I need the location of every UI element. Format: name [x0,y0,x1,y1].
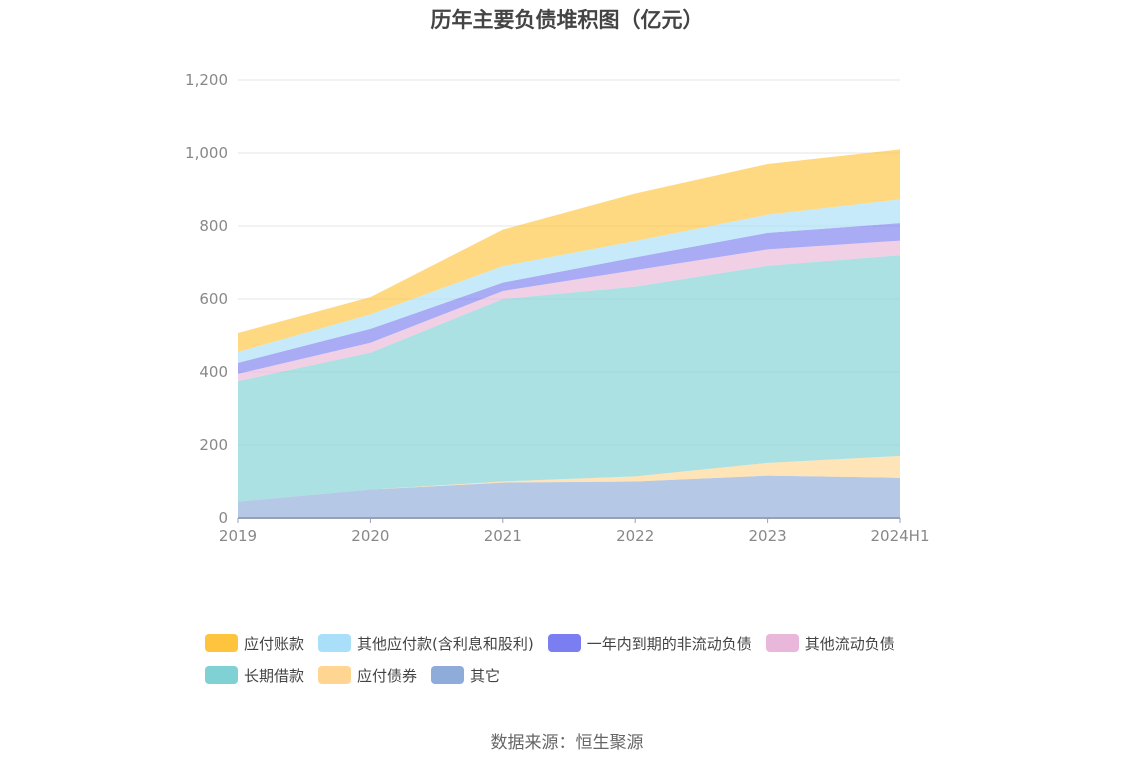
axes: 0 200 400 600 800 1,000 1,200 2019 2020 2021 2022 2… [185,71,929,545]
area-series-4 [238,223,900,374]
legend-swatch [765,634,799,652]
y-tick-label: 800 [199,217,228,235]
stacked-area-chart: 0 200 400 600 800 1,000 1,200 2019 2020 2021 2022 2… [185,71,929,545]
legend-label: 一年内到期的非流动负债 [586,634,752,653]
chart-title: 历年主要负债堆积图（亿元） [430,8,704,32]
data-source: 数据来源：恒生聚源 [490,733,644,753]
y-tick-label: 400 [199,363,228,381]
legend-label: 其他应付款(含利息和股利) [357,634,534,653]
y-tick-label: 600 [199,290,228,308]
legend-item[interactable]: 其他流动负债 [765,632,895,654]
legend-item[interactable]: 应付债券 [318,664,417,686]
x-tick-label: 2021 [484,527,522,545]
legend-label: 其他流动负债 [804,634,895,653]
legend-label: 应付账款 [244,634,305,653]
legend-swatch [205,666,238,684]
legend-swatch [318,634,352,652]
x-tick-label: 2022 [616,527,654,545]
area-series-3 [238,240,900,382]
x-tick-label: 2019 [219,527,257,545]
legend-item[interactable]: 其他应付款(含利息和股利) [318,632,534,654]
area-series-2 [238,255,900,502]
x-tick-label: 2020 [351,527,389,545]
area-series-0 [238,475,900,518]
legend-item[interactable]: 应付账款 [205,632,304,654]
area-series-6 [238,149,900,352]
legend-swatch [547,634,581,652]
y-tick-label: 0 [218,509,228,527]
legend-swatch [318,666,352,684]
area-series [238,149,900,518]
y-tick-label: 1,000 [185,144,228,162]
legend-swatch [205,634,238,652]
y-tick-label: 1,200 [185,71,228,89]
legend-item[interactable]: 其它 [431,664,500,686]
area-series-1 [238,455,900,502]
legend-swatch [431,666,465,684]
legend-label: 应付债券 [357,666,418,685]
y-tick-label: 200 [199,436,228,454]
legend-label: 其它 [470,666,501,685]
area-series-5 [238,199,900,363]
x-tick-label: 2024H1 [871,527,930,545]
legend-item[interactable]: 长期借款 [205,664,304,686]
legend: 应付账款 其他应付款(含利息和股利) 一年内到期的非流动负债 其他流动负债长期借款 应付… [205,632,965,696]
legend-label: 长期借款 [244,666,305,685]
legend-item[interactable]: 一年内到期的非流动负债 [547,632,752,654]
x-tick-label: 2023 [749,527,787,545]
